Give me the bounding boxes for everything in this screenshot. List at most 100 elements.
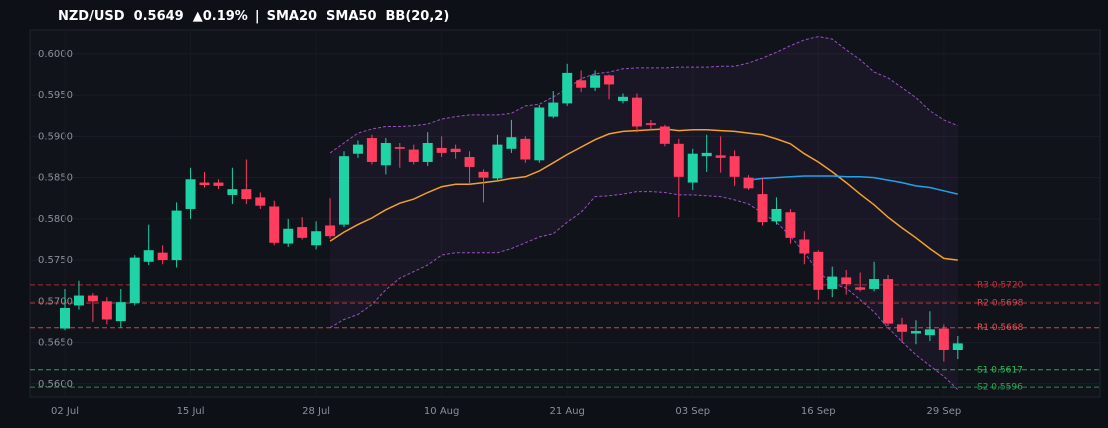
- y-tick-label: 0.5850: [38, 173, 73, 184]
- candle-body: [729, 156, 740, 177]
- candle-body: [492, 144, 503, 179]
- candle-body: [297, 227, 308, 238]
- candle-body: [938, 328, 949, 350]
- header-text: NZD/USD 0.5649 ▲0.19% | SMA20 SMA50 BB(20,2): [58, 9, 449, 24]
- candle-body: [352, 144, 363, 154]
- y-tick-label: 0.5650: [38, 338, 73, 349]
- band-lower: [329, 191, 959, 390]
- candle-body: [478, 171, 489, 178]
- candle-body: [436, 147, 447, 153]
- y-tick-label: 0.5900: [38, 131, 73, 142]
- y-tick-label: 0.5600: [38, 379, 73, 390]
- candle-body: [422, 142, 433, 162]
- candle-body: [87, 295, 98, 302]
- candle-body: [715, 155, 726, 158]
- candle-body: [673, 143, 684, 177]
- level-label: R2 0.5698: [977, 298, 1024, 308]
- candle-body: [757, 194, 768, 223]
- candle-body: [520, 138, 531, 160]
- candle-body: [213, 182, 224, 186]
- last-price: 0.5649: [134, 9, 184, 24]
- candle-body: [60, 307, 70, 329]
- candle-body: [799, 239, 810, 254]
- candle-body: [813, 251, 824, 290]
- candle-body: [325, 225, 336, 237]
- x-tick-label: 02 Jul: [51, 406, 79, 417]
- candle-body: [506, 137, 517, 149]
- level-label: R1 0.5668: [977, 323, 1024, 333]
- candle-body: [743, 177, 754, 189]
- x-tick-label: 21 Aug: [549, 406, 584, 417]
- candle-body: [701, 152, 712, 157]
- candle-body: [311, 231, 322, 246]
- candle-body: [241, 189, 252, 200]
- header: NZD/USD 0.5649 ▲0.19% | SMA20 SMA50 BB(20,2): [58, 9, 449, 24]
- symbol: NZD/USD: [58, 9, 125, 24]
- candle-body: [227, 189, 238, 195]
- x-tick-label: 10 Aug: [424, 406, 459, 417]
- candle-body: [910, 331, 921, 334]
- y-tick-label: 0.5800: [38, 214, 73, 225]
- candle-body: [269, 206, 280, 243]
- candle-body: [618, 96, 628, 101]
- candle-body: [157, 252, 168, 261]
- band-fill: [330, 36, 958, 390]
- level-label: R3 0.5720: [977, 280, 1024, 290]
- candle-body: [255, 197, 266, 206]
- candle-body: [185, 179, 196, 209]
- x-tick-label: 28 Jul: [302, 406, 330, 417]
- candle-body: [855, 287, 866, 290]
- candle-body: [199, 182, 210, 186]
- sma-line: [329, 128, 958, 261]
- candle-body: [129, 257, 140, 303]
- candle-body: [687, 153, 698, 183]
- candle-body: [785, 212, 796, 238]
- candle-body: [534, 107, 545, 161]
- level-label: S2 0.5596: [977, 383, 1023, 393]
- candle-body: [408, 149, 419, 162]
- x-tick-label: 16 Sep: [801, 406, 836, 417]
- candle-body: [631, 97, 642, 127]
- candle-body: [576, 80, 587, 88]
- candle-body: [841, 277, 852, 285]
- candle-body: [869, 279, 880, 289]
- candle-body: [952, 343, 963, 350]
- candle-body: [73, 295, 84, 306]
- change: ▲0.19%: [193, 9, 248, 24]
- candle-body: [450, 148, 461, 153]
- candle-body: [143, 250, 154, 262]
- y-tick-label: 0.6000: [38, 49, 73, 60]
- legend-sma50: SMA50: [326, 9, 376, 24]
- candle-body: [562, 72, 573, 104]
- x-tick-label: 15 Jul: [177, 406, 205, 417]
- y-tick-label: 0.5700: [38, 296, 73, 307]
- candle-body: [380, 142, 391, 166]
- candle-body: [924, 329, 935, 336]
- legend-sma20: SMA20: [267, 9, 317, 24]
- band-upper: [329, 36, 958, 154]
- candle-body: [590, 75, 601, 88]
- candle-body: [883, 279, 894, 324]
- candle-body: [115, 302, 126, 322]
- candle-body: [339, 156, 349, 225]
- candle-body: [659, 126, 670, 144]
- candle-body: [394, 147, 405, 149]
- candle-body: [464, 157, 475, 167]
- candle-body: [827, 276, 838, 289]
- candle-body: [171, 210, 182, 261]
- candle-body: [604, 75, 615, 85]
- candle-body: [771, 208, 782, 222]
- candle-body: [897, 324, 907, 332]
- x-tick-label: 03 Sep: [675, 406, 710, 417]
- candle-body: [548, 102, 559, 117]
- sma-line: [748, 175, 958, 195]
- candle-body: [283, 228, 294, 244]
- y-tick-label: 0.5750: [38, 255, 73, 266]
- separator: |: [255, 9, 260, 24]
- y-tick-label: 0.5950: [38, 90, 73, 101]
- candle-body: [645, 123, 656, 125]
- x-tick-label: 29 Sep: [926, 406, 961, 417]
- candle-body: [101, 301, 112, 320]
- legend-bb: BB(20,2): [386, 9, 450, 24]
